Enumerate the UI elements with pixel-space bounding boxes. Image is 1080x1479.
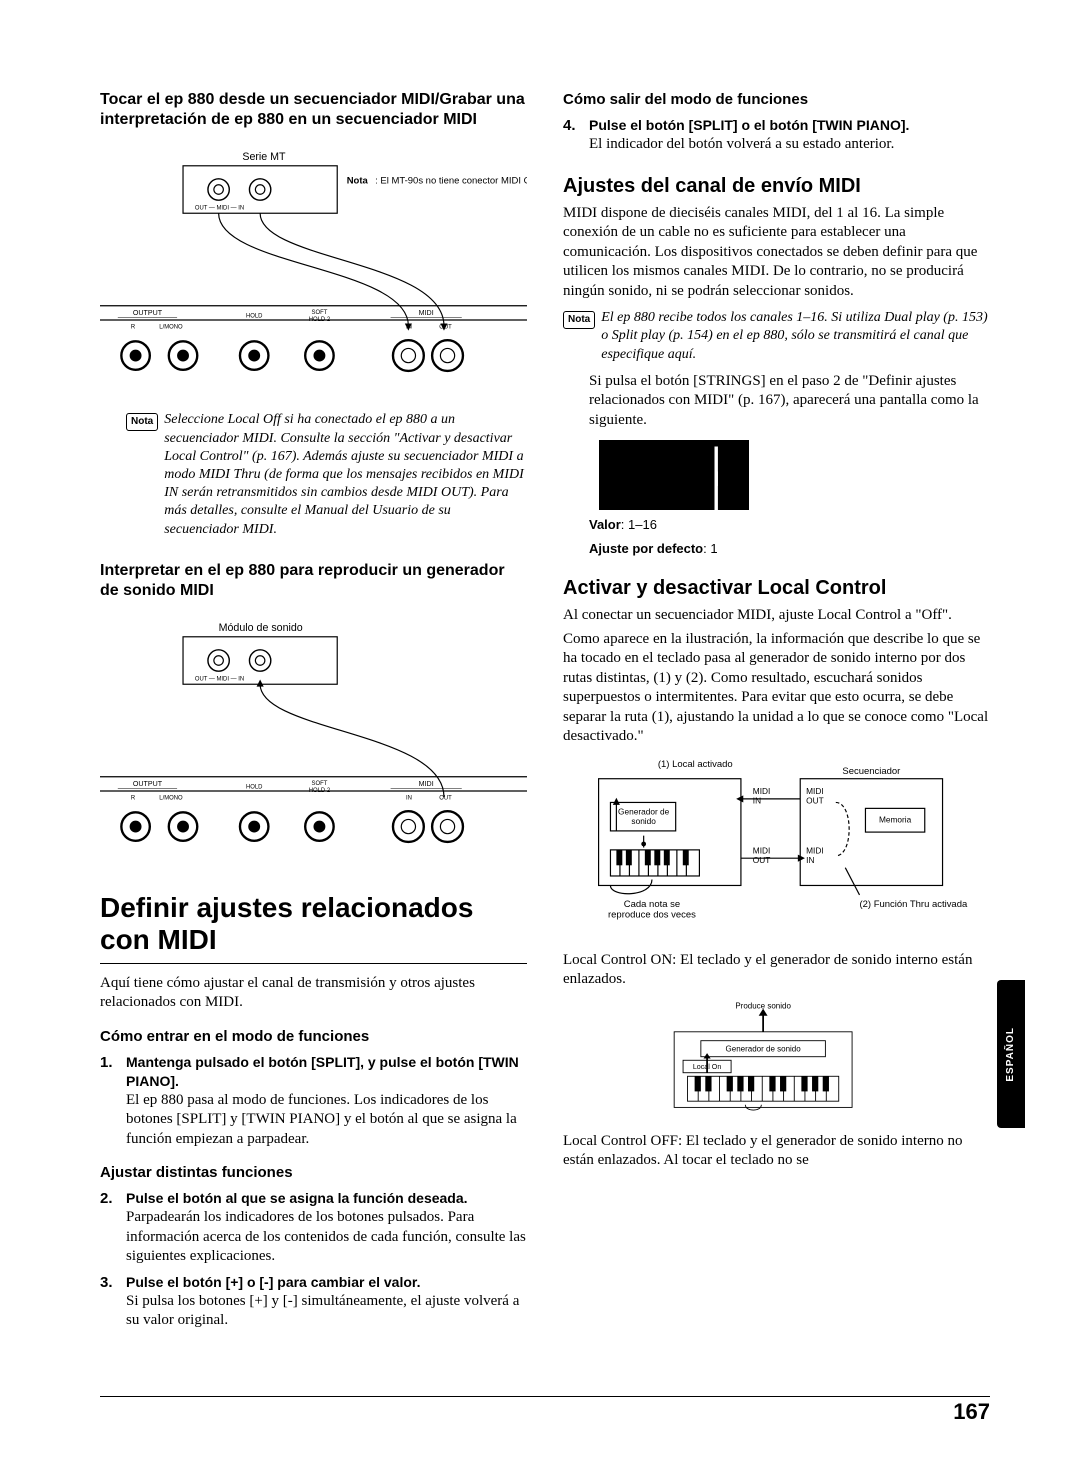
svg-text:OUT: OUT [753, 855, 771, 865]
step-3-body: Si pulsa los botones [+] y [-] simultáne… [126, 1292, 527, 1331]
svg-text:: El MT-90s no tiene conector: : El MT-90s no tiene conector MIDI OUT. [375, 176, 527, 187]
svg-text:SOFT: SOFT [312, 310, 328, 316]
step-1-body: El ep 880 pasa al modo de funciones. Los… [126, 1091, 527, 1150]
svg-text:MIDI: MIDI [419, 780, 434, 788]
svg-text:OUT: OUT [439, 324, 452, 330]
heading-scenario-1: Tocar el ep 880 desde un secuenciador MI… [100, 90, 527, 130]
svg-text:Cada nota se: Cada nota se [624, 899, 680, 910]
svg-text:sonido: sonido [631, 816, 656, 826]
right-column: Cómo salir del modo de funciones 4. Puls… [563, 90, 990, 1331]
svg-text:Nota: Nota [347, 176, 369, 187]
svg-text:OUT — MIDI — IN: OUT — MIDI — IN [195, 206, 244, 212]
step-2-num: 2. [100, 1189, 118, 1266]
heading-scenario-2: Interpretar en el ep 880 para reproducir… [100, 561, 527, 601]
step-4: 4. Pulse el botón [SPLIT] o el botón [TW… [563, 116, 990, 154]
svg-text:OUT: OUT [439, 795, 452, 801]
step-2-body: Parpadearán los indicadores de los boton… [126, 1208, 527, 1267]
svg-text:OUT: OUT [806, 795, 824, 805]
svg-text:MIDI: MIDI [419, 309, 434, 317]
heading-midi-channel: Ajustes del canal de envío MIDI [563, 173, 990, 200]
svg-text:HOLD: HOLD [246, 314, 262, 320]
svg-text:Generador de sonido: Generador de sonido [726, 1044, 802, 1053]
svg-text:IN: IN [406, 795, 412, 801]
svg-text:SOFT: SOFT [312, 781, 328, 787]
note-1-text: Seleccione Local Off si ha conectado el … [164, 411, 527, 538]
strings-instruction: Si pulsa el botón [STRINGS] en el paso 2… [589, 372, 990, 431]
subheading-enter-mode: Cómo entrar en el modo de funciones [100, 1027, 527, 1047]
note-2: Nota El ep 880 recibe todos los canales … [563, 309, 990, 364]
diagram-midi-sequencer: Serie MT OUT — MIDI — IN Nota : El MT-90… [100, 148, 527, 385]
svg-text:Memoria: Memoria [879, 814, 912, 824]
step-3-lead: Pulse el botón [+] o [-] para cambiar el… [126, 1273, 527, 1292]
page-number: 167 [953, 1397, 990, 1427]
svg-text:Serie MT: Serie MT [242, 151, 286, 163]
svg-text:(1) Local activado: (1) Local activado [658, 759, 733, 770]
subheading-adjust: Ajustar distintas funciones [100, 1163, 527, 1183]
note-1: Nota Seleccione Local Off si ha conectad… [126, 411, 527, 538]
footer-rule [100, 1396, 990, 1397]
svg-text:HOLD 2: HOLD 2 [309, 317, 330, 323]
step-1: 1. Mantenga pulsado el botón [SPLIT], y … [100, 1053, 527, 1149]
svg-text:IN: IN [406, 324, 412, 330]
svg-text:reproduce dos veces: reproduce dos veces [608, 909, 696, 920]
svg-text:R: R [131, 324, 135, 330]
step-2-lead: Pulse el botón al que se asigna la funci… [126, 1189, 527, 1208]
svg-text:OUTPUT: OUTPUT [133, 780, 163, 788]
diagram-local-control-routes: (1) Local activado Generador de sonido [563, 755, 990, 933]
svg-text:OUT — MIDI — IN: OUT — MIDI — IN [195, 676, 244, 682]
local-on-caption: Local Control ON: El teclado y el genera… [563, 951, 990, 990]
section-heading-midi: Definir ajustes relacionados con MIDI [100, 892, 527, 956]
midi-channel-body: MIDI dispone de dieciséis canales MIDI, … [563, 204, 990, 302]
svg-text:L/MONO: L/MONO [159, 795, 183, 801]
section-rule [100, 963, 527, 964]
subheading-exit-mode: Cómo salir del modo de funciones [563, 90, 990, 110]
svg-text:OUTPUT: OUTPUT [133, 309, 163, 317]
step-4-body: El indicador del botón volverá a su esta… [589, 135, 990, 155]
nota-badge-2: Nota [563, 311, 595, 329]
diagram-local-on: Produce sonido Generador de sonido Local… [603, 998, 923, 1114]
svg-text:IN: IN [806, 855, 814, 865]
svg-text:L/MONO: L/MONO [159, 324, 183, 330]
step-2: 2. Pulse el botón al que se asigna la fu… [100, 1189, 527, 1266]
svg-text:HOLD: HOLD [246, 784, 262, 790]
diagram-midi-module: Módulo de sonido OUT — MIDI — IN OUTPUT … [100, 619, 527, 856]
local-control-body: Como aparece en la ilustración, la infor… [563, 630, 990, 747]
step-3: 3. Pulse el botón [+] o [-] para cambiar… [100, 1273, 527, 1331]
heading-local-control: Activar y desactivar Local Control [563, 575, 990, 602]
left-column: Tocar el ep 880 desde un secuenciador MI… [100, 90, 527, 1331]
local-control-intro: Al conectar un secuenciador MIDI, ajuste… [563, 606, 990, 626]
nota-badge: Nota [126, 413, 158, 431]
ajuste-line: Ajuste por defecto: 1 [589, 540, 990, 558]
step-3-num: 3. [100, 1273, 118, 1331]
step-4-lead: Pulse el botón [SPLIT] o el botón [TWIN … [589, 116, 990, 135]
svg-text:HOLD 2: HOLD 2 [309, 788, 330, 794]
note-2-text: El ep 880 recibe todos los canales 1–16.… [601, 309, 990, 364]
svg-text:R: R [131, 795, 135, 801]
svg-text:Módulo de sonido: Módulo de sonido [219, 622, 303, 634]
display-value: || [710, 450, 721, 500]
svg-text:Secuenciador: Secuenciador [842, 766, 900, 777]
display-screenshot: || [599, 440, 749, 510]
svg-text:(2) Función Thru activada: (2) Función Thru activada [860, 899, 968, 910]
section-intro: Aquí tiene cómo ajustar el canal de tran… [100, 974, 527, 1013]
svg-text:IN: IN [753, 795, 761, 805]
language-tab: ESPAÑOL [997, 980, 1025, 1128]
step-1-lead: Mantenga pulsado el botón [SPLIT], y pul… [126, 1053, 527, 1091]
step-1-num: 1. [100, 1053, 118, 1149]
valor-line: Valor: 1–16 [589, 516, 990, 534]
step-4-num: 4. [563, 116, 581, 154]
local-off-caption: Local Control OFF: El teclado y el gener… [563, 1132, 990, 1171]
